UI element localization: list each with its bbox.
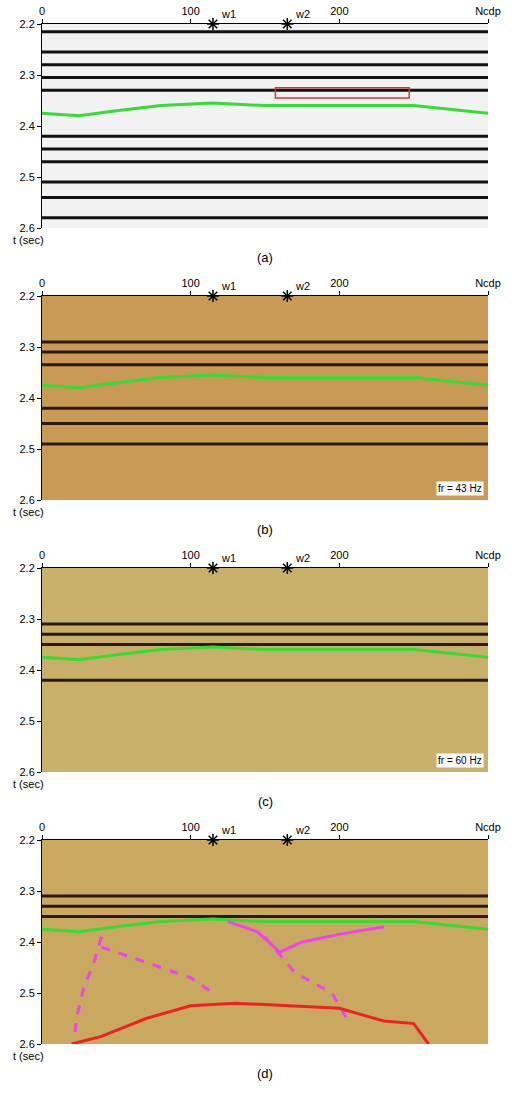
svg-text:(c): (c)	[258, 794, 273, 809]
svg-text:100: 100	[181, 5, 199, 17]
svg-text:100: 100	[181, 821, 199, 833]
svg-text:w1: w1	[221, 824, 236, 836]
svg-text:2.5: 2.5	[20, 987, 35, 999]
svg-text:2.2: 2.2	[20, 834, 35, 846]
svg-text:0: 0	[39, 821, 45, 833]
svg-text:fr = 43 Hz: fr = 43 Hz	[438, 483, 482, 494]
svg-text:2.3: 2.3	[20, 885, 35, 897]
svg-text:2.3: 2.3	[20, 69, 35, 81]
svg-text:2.4: 2.4	[20, 120, 35, 132]
svg-text:Ncdp: Ncdp	[475, 821, 501, 833]
svg-text:(d): (d)	[257, 1066, 273, 1081]
svg-text:2.3: 2.3	[20, 613, 35, 625]
svg-text:2.4: 2.4	[20, 664, 35, 676]
svg-text:2.5: 2.5	[20, 171, 35, 183]
svg-text:Ncdp: Ncdp	[475, 277, 501, 289]
svg-text:t (sec): t (sec)	[13, 506, 44, 518]
svg-text:2.6: 2.6	[20, 222, 35, 234]
svg-text:2.2: 2.2	[20, 18, 35, 30]
svg-text:0: 0	[39, 277, 45, 289]
svg-text:w2: w2	[295, 280, 310, 292]
svg-text:w2: w2	[295, 552, 310, 564]
svg-text:2.5: 2.5	[20, 443, 35, 455]
svg-text:2.6: 2.6	[20, 494, 35, 506]
svg-text:Ncdp: Ncdp	[475, 5, 501, 17]
svg-text:w1: w1	[221, 552, 236, 564]
svg-text:t (sec): t (sec)	[13, 234, 44, 246]
svg-text:100: 100	[181, 549, 199, 561]
svg-text:200: 200	[330, 821, 348, 833]
svg-text:0: 0	[39, 549, 45, 561]
svg-text:t (sec): t (sec)	[13, 1050, 44, 1062]
svg-text:0: 0	[39, 5, 45, 17]
svg-text:200: 200	[330, 277, 348, 289]
svg-text:200: 200	[330, 549, 348, 561]
svg-text:(b): (b)	[257, 522, 273, 537]
svg-text:Ncdp: Ncdp	[475, 549, 501, 561]
svg-text:2.2: 2.2	[20, 290, 35, 302]
svg-text:(a): (a)	[257, 250, 273, 265]
svg-text:2.3: 2.3	[20, 341, 35, 353]
svg-text:200: 200	[330, 5, 348, 17]
svg-text:w1: w1	[221, 280, 236, 292]
svg-text:w1: w1	[221, 8, 236, 20]
svg-text:2.2: 2.2	[20, 562, 35, 574]
svg-text:2.4: 2.4	[20, 392, 35, 404]
svg-text:2.4: 2.4	[20, 936, 35, 948]
svg-text:2.5: 2.5	[20, 715, 35, 727]
svg-text:t (sec): t (sec)	[13, 778, 44, 790]
svg-text:100: 100	[181, 277, 199, 289]
svg-text:fr = 60 Hz: fr = 60 Hz	[438, 755, 482, 766]
svg-text:w2: w2	[295, 8, 310, 20]
svg-text:2.6: 2.6	[20, 1038, 35, 1050]
svg-text:2.6: 2.6	[20, 766, 35, 778]
svg-text:w2: w2	[295, 824, 310, 836]
